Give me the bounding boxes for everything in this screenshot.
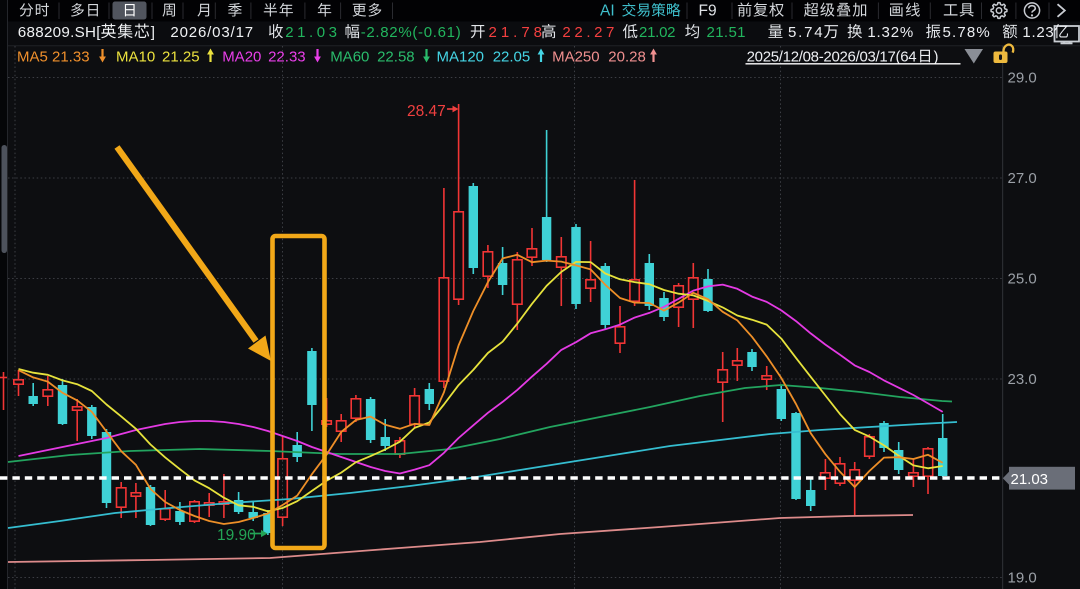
svg-text:MA60: MA60 [330,48,369,65]
svg-text:21.33: 21.33 [52,48,90,65]
svg-text:28.47: 28.47 [407,103,446,120]
svg-text:22.58: 22.58 [377,48,415,65]
svg-text:5.78%: 5.78% [943,24,990,41]
svg-text:20.28: 20.28 [608,48,646,65]
svg-text:1.32%: 1.32% [867,24,913,41]
svg-text:MA5: MA5 [17,48,48,65]
svg-text:21.25: 21.25 [162,48,200,65]
svg-text:F9: F9 [699,2,717,19]
svg-text:22.27: 22.27 [562,24,614,41]
svg-text:MA250: MA250 [552,48,600,65]
svg-text:688209.SH[: 688209.SH[ [18,24,101,41]
svg-text:19.0: 19.0 [1008,570,1037,587]
svg-text:29.0: 29.0 [1008,70,1037,87]
svg-text:22.05: 22.05 [493,48,531,65]
svg-text:2026/03/17: 2026/03/17 [170,24,253,41]
svg-text:21.03: 21.03 [1011,471,1049,488]
svg-text:): ) [934,48,939,65]
svg-text:1.23: 1.23 [1022,24,1053,41]
svg-text:23.0: 23.0 [1008,371,1037,388]
svg-text:2025/12/08-2026/03/17(64: 2025/12/08-2026/03/17(64 [747,48,917,65]
svg-text:]: ] [151,24,155,41]
svg-text:MA20: MA20 [222,48,261,65]
svg-text:MA120: MA120 [437,48,485,65]
svg-text:27.0: 27.0 [1008,170,1037,187]
svg-text:22.33: 22.33 [268,48,306,65]
svg-text:21.78: 21.78 [489,24,543,41]
svg-text:21.03: 21.03 [285,24,337,41]
svg-text:21.02: 21.02 [639,24,676,41]
svg-text:19.90: 19.90 [217,527,256,544]
svg-text:MA10: MA10 [116,48,155,65]
svg-text:AI: AI [600,2,615,19]
svg-text:5.74: 5.74 [788,24,823,41]
svg-text:21.51: 21.51 [707,24,746,41]
svg-text:-2.82%(-0.61): -2.82%(-0.61) [361,24,461,41]
svg-text:25.0: 25.0 [1008,271,1037,288]
